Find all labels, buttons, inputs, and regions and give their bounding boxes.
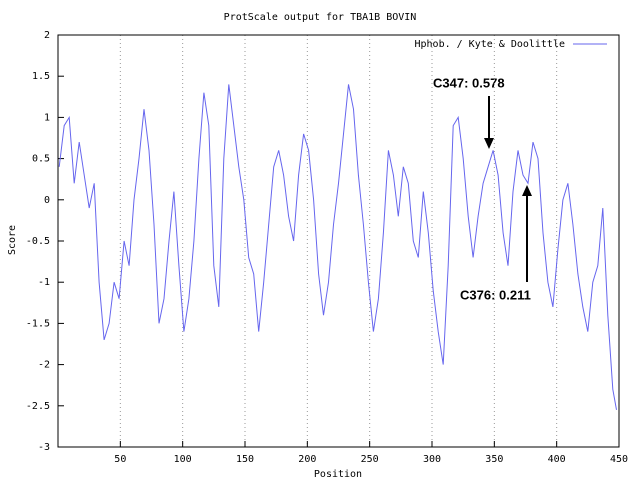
data-line — [58, 84, 617, 410]
x-tick-label: 400 — [548, 454, 566, 465]
y-tick-label: -1 — [38, 277, 50, 288]
x-tick-label: 50 — [114, 454, 126, 465]
annotation: C376: 0.211 — [460, 287, 531, 302]
y-tick-label: -2.5 — [26, 401, 50, 412]
y-tick-label: 0.5 — [32, 154, 50, 165]
plot-frame — [57, 34, 620, 448]
x-tick-label: 350 — [485, 454, 503, 465]
x-axis-label: Position — [314, 469, 362, 480]
y-tick-label: 1.5 — [32, 71, 50, 82]
y-tick-label: 0 — [44, 195, 50, 206]
chart-title: ProtScale output for TBA1B BOVIN — [224, 12, 417, 23]
y-axis-label: Score — [7, 225, 18, 255]
x-tick-label: 150 — [236, 454, 254, 465]
y-tick-label: -3 — [38, 442, 50, 453]
y-tick-label: -2 — [38, 360, 50, 371]
annotation: C347: 0.578 — [433, 75, 505, 90]
x-tick-label: 250 — [361, 454, 379, 465]
x-tick-label: 300 — [423, 454, 441, 465]
x-tick-label: 100 — [174, 454, 192, 465]
x-tick-label: 200 — [298, 454, 316, 465]
y-tick-label: -0.5 — [26, 236, 50, 247]
y-tick-label: 2 — [44, 30, 50, 41]
x-tick-label: 450 — [610, 454, 628, 465]
arrows — [484, 96, 532, 282]
legend-label: Hphob. / Kyte & Doolittle — [414, 39, 565, 50]
y-tick-label: -1.5 — [26, 318, 50, 329]
y-tick-label: 1 — [44, 112, 50, 123]
